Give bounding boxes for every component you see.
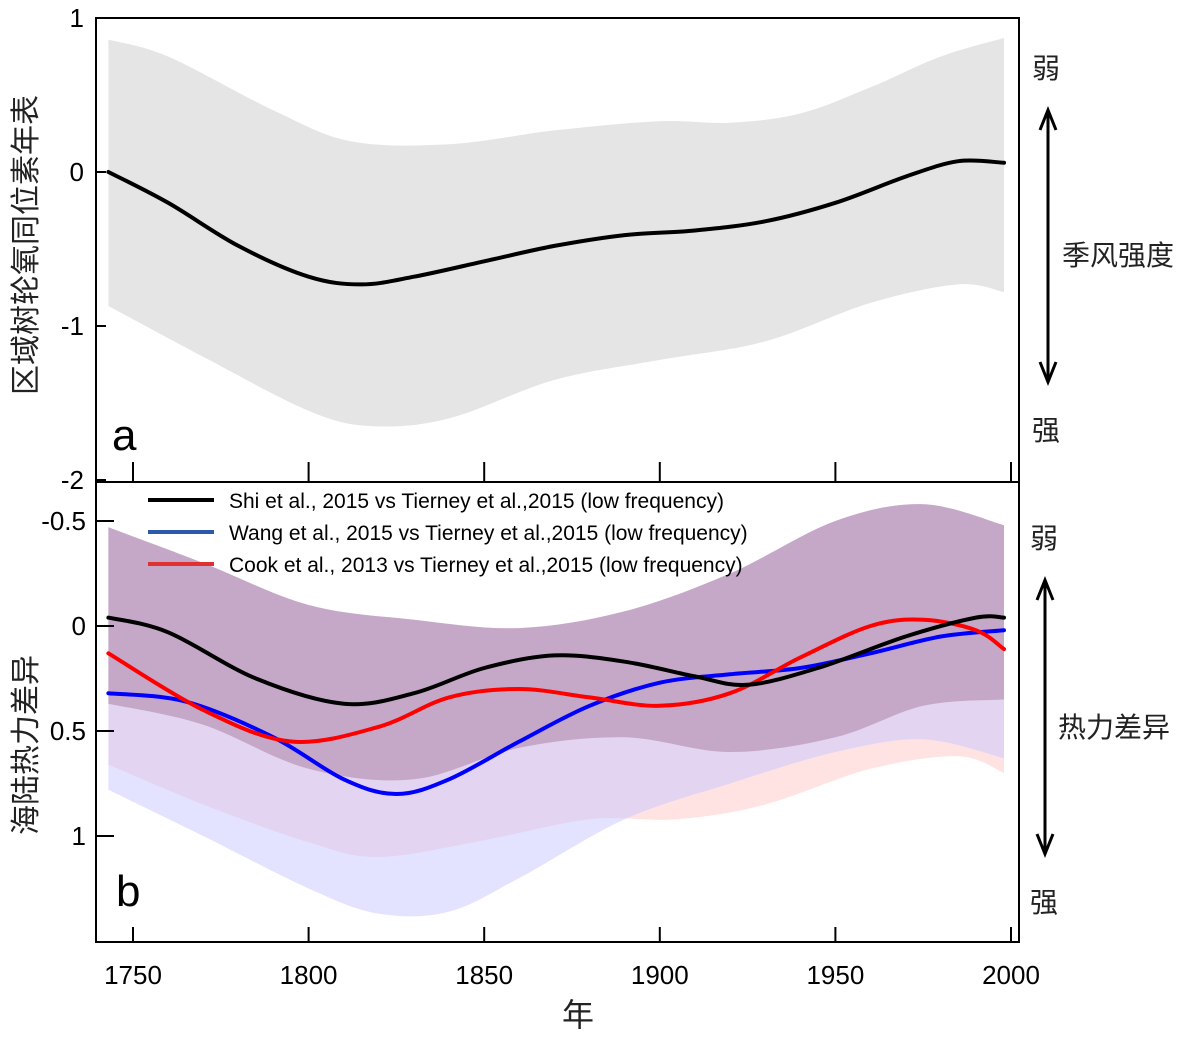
panel-a-right-annotation: 弱 季风强度 强 [1032,52,1174,447]
y-tick-label: 0 [72,611,86,641]
y-tick-label: 0.5 [50,716,86,746]
legend-entry: Shi et al., 2015 vs Tierney et al.,2015 … [229,490,724,513]
annotation-weak: 弱 [1030,522,1058,555]
x-tick-label: 1950 [806,960,864,990]
panel-b-letter: b [116,867,140,916]
arrow-down-head-icon [1035,833,1055,859]
panel-b-ylabel: 海陆热力差异 [9,655,44,835]
y-tick-label: -0.5 [41,506,86,536]
panel-a: 1 0 -1 -2 a 区域树轮氧同位素年表 弱 季风强度 强 [9,3,1174,495]
confidence-band [108,38,1004,427]
y-tick-label: 1 [72,821,86,851]
annotation-strong: 强 [1030,886,1058,919]
legend-entry: Cook et al., 2013 vs Tierney et al.,2015… [229,554,743,577]
legend-entry: Wang et al., 2015 vs Tierney et al.,2015… [229,522,748,545]
y-tick-label: -2 [61,465,84,495]
arrow-up-head-icon [1035,575,1055,601]
panel-b-right-annotation: 弱 热力差异 强 [1030,522,1170,919]
annotation-label: 季风强度 [1062,239,1174,272]
x-tick-label: 1900 [631,960,689,990]
x-tick-label: 1800 [280,960,338,990]
series-line [106,617,1006,744]
panel-b: -0.5 0 0.5 1 1750 1800 1850 1900 1950 2000 Shi e… [9,481,1170,1034]
panel-a-letter: a [112,411,137,460]
panel-b-frame [95,481,1020,943]
x-tick-label: 2000 [982,960,1040,990]
legend: Shi et al., 2015 vs Tierney et al.,2015 … [148,490,748,577]
y-tick-label: 0 [70,157,84,187]
y-tick-label: 1 [70,3,84,33]
confidence-band [108,504,1004,781]
y-tick-label: -1 [61,311,84,341]
x-tick-label: 1750 [104,960,162,990]
series-line [106,614,1006,707]
annotation-label: 热力差异 [1058,711,1170,744]
annotation-strong: 强 [1032,414,1060,447]
arrow-down-head-icon [1038,361,1058,387]
series-line [106,158,1006,287]
annotation-weak: 弱 [1032,52,1060,85]
x-tick-label: 1850 [455,960,513,990]
x-axis-label: 年 [562,996,594,1034]
panel-a-ylabel: 区域树轮氧同位素年表 [9,95,44,395]
arrow-up-head-icon [1038,105,1058,131]
